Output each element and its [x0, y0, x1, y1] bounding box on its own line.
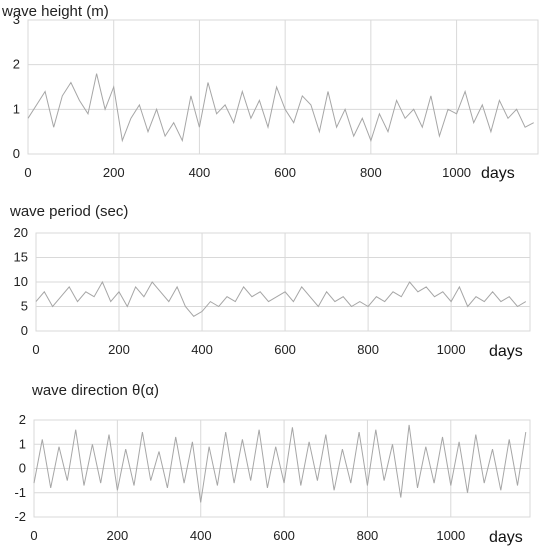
wave-height-xlabel: days [481, 165, 515, 182]
wave-period-xlabel: days [489, 343, 523, 360]
wave-direction-xlabel: days [489, 529, 523, 546]
wave-period-x-tick-label: 800 [357, 342, 379, 357]
wave-direction-x-tick-label: 200 [107, 528, 129, 543]
wave-direction-y-tick-label: 0 [19, 461, 26, 476]
wave-period-y-tick-label: 5 [21, 299, 28, 314]
wave-period-y-tick-label: 20 [14, 225, 28, 240]
wave-direction-y-tick-label: 1 [19, 436, 26, 451]
wave-direction-title: wave direction θ(α) [31, 382, 159, 399]
wave-height-x-tick-label: 1000 [442, 165, 471, 180]
wave-direction-y-tick-label: 2 [19, 412, 26, 427]
wave-direction-series-line [33, 424, 527, 503]
wave-period-x-tick-label: 0 [32, 342, 39, 357]
wave-direction-chart: wave direction θ(α) days -2 -1 0 1 2 0 200 400 6… [14, 382, 531, 546]
wave-height-x-tick-label: 200 [103, 165, 125, 180]
wave-period-y-tick-label: 0 [21, 323, 28, 338]
wave-height-x-tick-label: 400 [189, 165, 211, 180]
wave-period-y-tick-label: 10 [14, 274, 28, 289]
wave-period-y-tick-label: 15 [14, 250, 28, 265]
wave-height-y-tick-label: 3 [13, 12, 20, 27]
wave-height-chart: wave height (m) days 0 1 2 3 0 200 400 600 800 10… [1, 3, 539, 182]
wave-height-series-line [27, 73, 534, 143]
wave-direction-x-tick-label: 800 [357, 528, 379, 543]
wave-height-title: wave height (m) [1, 3, 109, 20]
wave-period-x-tick-label: 200 [108, 342, 130, 357]
wave-height-x-tick-label: 600 [274, 165, 296, 180]
wave-height-y-tick-label: 1 [13, 101, 20, 116]
wave-height-plot-frame [27, 19, 539, 155]
wave-direction-x-tick-label: 400 [190, 528, 212, 543]
wave-direction-x-tick-label: 1000 [436, 528, 465, 543]
wave-height-y-tick-label: 0 [13, 146, 20, 161]
wave-height-x-tick-label: 0 [24, 165, 31, 180]
wave-period-x-tick-label: 400 [191, 342, 213, 357]
wave-direction-y-tick-label: -2 [14, 509, 26, 524]
wave-direction-x-tick-label: 600 [273, 528, 295, 543]
wave-height-y-tick-label: 2 [13, 57, 20, 72]
wave-period-series-line [35, 280, 527, 317]
wave-direction-x-tick-label: 0 [30, 528, 37, 543]
wave-period-x-tick-label: 600 [274, 342, 296, 357]
wave-height-x-tick-label: 800 [360, 165, 382, 180]
wave-period-title: wave period (sec) [9, 203, 128, 220]
wave-direction-y-tick-label: -1 [14, 485, 26, 500]
wave-period-x-tick-label: 1000 [437, 342, 466, 357]
